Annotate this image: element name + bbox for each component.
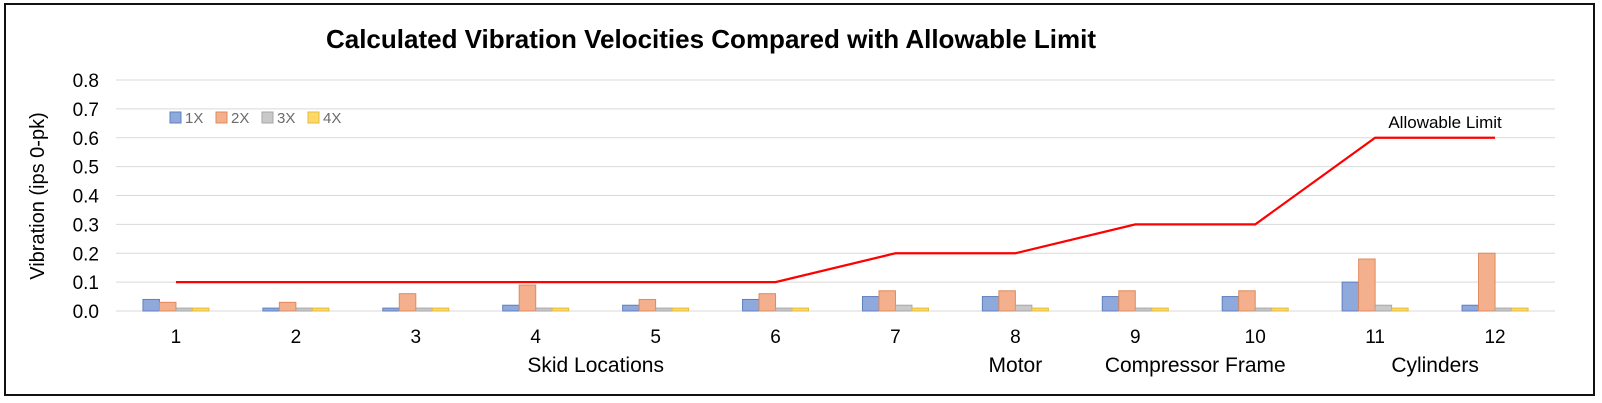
allowable-limit-label: Allowable Limit xyxy=(1388,113,1502,132)
legend-swatch-3x xyxy=(261,111,274,124)
x-tick-label: 10 xyxy=(1245,327,1266,348)
bar-2x-6 xyxy=(758,293,777,312)
y-tick-label: 0.3 xyxy=(73,215,99,236)
bar-3x-8 xyxy=(1014,304,1033,312)
bar-3x-9 xyxy=(1134,307,1153,312)
bar-4x-2 xyxy=(311,307,330,312)
bar-4x-3 xyxy=(431,307,450,312)
bar-3x-3 xyxy=(415,307,433,312)
x-tick-label: 3 xyxy=(411,327,422,348)
allowable-limit-line xyxy=(175,136,1496,284)
y-tick-label: 0.6 xyxy=(73,129,99,150)
x-tick-label: 2 xyxy=(291,327,302,348)
bar-4x-4 xyxy=(551,307,570,312)
x-tick-label: 9 xyxy=(1130,327,1141,348)
group-label: Skid Locations xyxy=(527,354,664,377)
bar-4x-6 xyxy=(791,307,810,312)
bar-4x-9 xyxy=(1151,307,1169,312)
bar-3x-7 xyxy=(894,304,913,312)
bar-1x-11 xyxy=(1341,281,1360,312)
bar-1x-3 xyxy=(382,307,400,312)
bar-3x-6 xyxy=(775,307,793,312)
x-tick-label: 11 xyxy=(1365,327,1385,348)
bar-4x-8 xyxy=(1031,307,1049,312)
x-tick-label: 7 xyxy=(890,327,901,348)
legend-swatch-1x xyxy=(169,111,182,124)
bar-4x-1 xyxy=(191,307,210,312)
y-tick-label: 0.5 xyxy=(73,158,99,179)
bar-1x-6 xyxy=(742,298,760,312)
bar-1x-7 xyxy=(861,296,880,312)
bar-2x-12 xyxy=(1478,252,1496,312)
bar-2x-10 xyxy=(1238,290,1256,312)
bar-3x-4 xyxy=(535,307,553,312)
bar-3x-12 xyxy=(1494,307,1513,312)
x-tick-label: 1 xyxy=(171,327,182,348)
bar-2x-5 xyxy=(638,298,657,312)
group-labels: Skid Locations Motor Compressor Frame Cylin… xyxy=(527,354,1478,377)
legend-label: 4X xyxy=(323,110,341,127)
group-label: Motor xyxy=(989,354,1043,377)
bar-2x-8 xyxy=(998,290,1016,312)
bar-4x-12 xyxy=(1511,307,1529,312)
bar-1x-8 xyxy=(981,296,1000,312)
y-tick-labels: 0.0 0.1 0.2 0.3 0.4 0.5 0.6 0.7 0.8 xyxy=(73,71,100,323)
bar-1x-4 xyxy=(502,304,520,312)
bar-3x-11 xyxy=(1374,304,1393,312)
bar-1x-10 xyxy=(1221,296,1240,312)
x-tick-label: 4 xyxy=(530,327,541,348)
x-tick-label: 12 xyxy=(1484,327,1505,348)
y-tick-label: 0.4 xyxy=(73,187,100,208)
bar-3x-2 xyxy=(295,307,313,312)
bar-4x-7 xyxy=(911,307,929,312)
legend-swatch-2x xyxy=(215,111,228,124)
bars xyxy=(142,252,1529,312)
bar-1x-1 xyxy=(142,298,160,312)
bar-2x-7 xyxy=(878,290,896,312)
legend: 1X 2X 3X 4X xyxy=(169,110,341,127)
bar-2x-2 xyxy=(278,301,297,312)
bar-1x-5 xyxy=(622,304,640,312)
bar-3x-1 xyxy=(175,307,193,312)
bar-4x-10 xyxy=(1271,307,1289,312)
y-tick-label: 0.7 xyxy=(73,100,99,121)
x-tick-label: 6 xyxy=(770,327,781,348)
bar-1x-2 xyxy=(262,307,280,312)
y-axis-label: Vibration (ips 0-pk) xyxy=(27,112,49,279)
bar-1x-12 xyxy=(1461,304,1480,312)
bar-2x-11 xyxy=(1358,258,1376,312)
allowable-limit-series xyxy=(175,136,1496,284)
legend-swatch-4x xyxy=(307,111,320,124)
legend-label: 1X xyxy=(185,110,203,127)
y-tick-label: 0.8 xyxy=(73,71,99,92)
y-tick-label: 0.2 xyxy=(73,244,99,265)
bar-2x-1 xyxy=(158,301,177,312)
legend-label: 2X xyxy=(231,110,249,127)
group-label: Compressor Frame xyxy=(1105,354,1286,377)
legend-label: 3X xyxy=(277,110,295,127)
chart-title: Calculated Vibration Velocities Compared… xyxy=(326,24,1096,54)
bar-3x-5 xyxy=(655,307,673,312)
bar-2x-4 xyxy=(518,284,537,312)
x-tick-label: 8 xyxy=(1010,327,1021,348)
bar-3x-10 xyxy=(1254,307,1273,312)
bar-2x-9 xyxy=(1118,290,1136,312)
chart-frame xyxy=(4,3,1595,396)
x-tick-label: 5 xyxy=(650,327,661,348)
bar-4x-11 xyxy=(1391,307,1409,312)
y-tick-label: 0.1 xyxy=(73,273,99,294)
bar-2x-3 xyxy=(398,293,417,312)
y-tick-label: 0.0 xyxy=(73,302,99,323)
group-label: Cylinders xyxy=(1391,354,1479,377)
bar-4x-5 xyxy=(671,307,690,312)
x-tick-labels: 1 2 3 4 5 6 7 8 9 10 11 12 xyxy=(171,327,1506,348)
bar-1x-9 xyxy=(1101,296,1120,312)
